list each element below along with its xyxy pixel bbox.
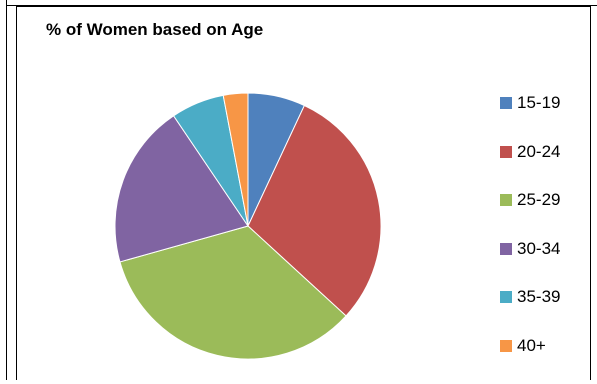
legend-label-35-39: 35-39 [517,287,561,306]
legend-label-15-19: 15-19 [517,93,561,112]
legend-swatch-15-19 [500,97,512,109]
pie-slice-20-24 [247,104,382,317]
pie-slice-40-plus [222,92,249,227]
pie-slice-25-29 [119,225,347,360]
legend-swatch-25-29 [500,194,512,206]
legend-item-30-34: 30-34 [500,239,590,259]
legend-label-20-24: 20-24 [517,141,561,161]
legend-item-35-39: 35-39 [500,287,590,307]
legend-item-15-19: 15-19 [500,93,590,113]
legend-swatch-20-24 [500,145,512,158]
legend-label-25-29: 25-29 [517,190,561,209]
chart-legend: 15-19 20-24 25-29 30-34 35-39 40+ [500,93,590,384]
pie-slices [114,92,382,360]
legend-item-20-24: 20-24 [500,142,590,162]
chart-title: % of Women based on Age [46,20,264,39]
legend-swatch-40-plus [500,339,512,352]
page-border-top [6,5,597,6]
legend-swatch-30-34 [500,242,512,255]
legend-swatch-35-39 [500,291,512,303]
legend-item-25-29: 25-29 [500,190,590,210]
legend-item-40-plus: 40+ [500,336,590,356]
page-border-left [6,0,7,380]
legend-label-30-34: 30-34 [517,238,561,258]
legend-label-40-plus: 40+ [517,335,546,355]
pie-slice-30-34 [114,115,249,263]
